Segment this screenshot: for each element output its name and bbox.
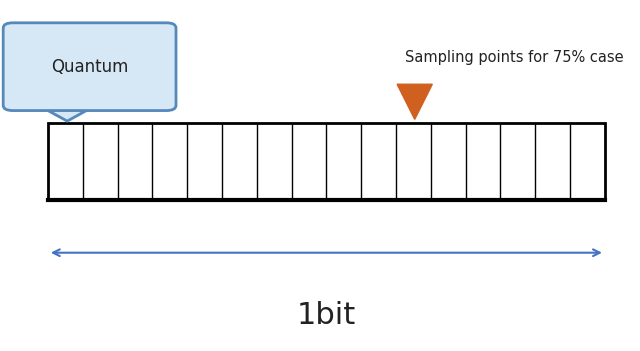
Polygon shape [38,105,96,121]
Text: 1bit: 1bit [297,302,356,330]
Polygon shape [397,84,433,119]
Text: Quantum: Quantum [51,58,128,76]
Text: Sampling points for 75% case: Sampling points for 75% case [404,50,623,65]
FancyBboxPatch shape [3,23,176,111]
Bar [35,102,99,108]
Bar [48,123,605,200]
